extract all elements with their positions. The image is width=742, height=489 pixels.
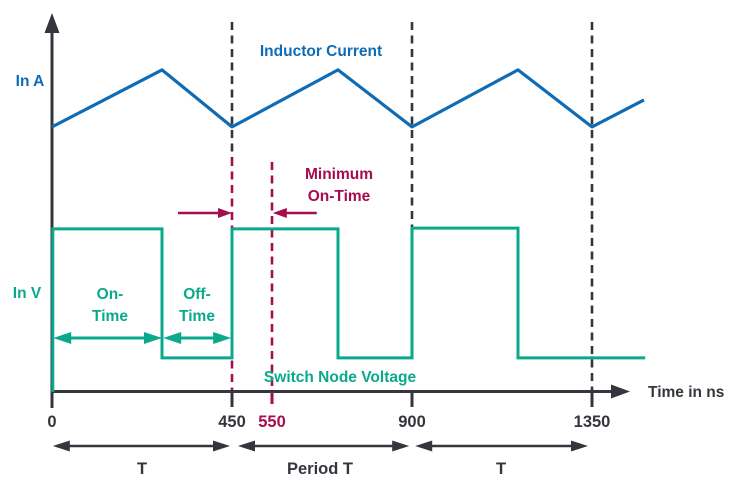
on-time-label-line2: Time bbox=[92, 308, 128, 325]
period-t-left-label: T bbox=[137, 460, 147, 478]
t-off-measure-left-arrowhead-icon bbox=[163, 332, 182, 344]
x-axis-title: Time in ns bbox=[648, 384, 724, 401]
x-tick-label-1350: 1350 bbox=[574, 413, 611, 431]
period-1-measure-left-arrowhead-icon bbox=[52, 440, 70, 452]
series-lines bbox=[51, 68, 646, 392]
measure-arrows bbox=[52, 208, 588, 452]
period-1-measure-right-arrowhead-icon bbox=[213, 440, 230, 452]
x-tick-label-0: 0 bbox=[47, 413, 56, 431]
period-2-measure-left-arrowhead-icon bbox=[238, 440, 255, 452]
x-tick-label-550: 550 bbox=[258, 413, 286, 431]
switch-node-voltage-label: Switch Node Voltage bbox=[264, 369, 417, 386]
t-on-measure-right-arrowhead-icon bbox=[144, 332, 162, 344]
min-on-time-left-pointer-arrowhead-icon bbox=[218, 208, 232, 218]
text-labels: In A Inductor Current Minimum On-Time In… bbox=[13, 43, 725, 478]
period-3-measure-left-arrowhead-icon bbox=[415, 440, 433, 452]
x-tick-marks bbox=[50, 392, 594, 407]
switch-node-voltage-line bbox=[51, 226, 646, 392]
inductor-current-line bbox=[51, 68, 645, 129]
y-axis-voltage-label: In V bbox=[13, 285, 42, 302]
period-t-right-label: T bbox=[496, 460, 506, 478]
inductor-current-label: Inductor Current bbox=[260, 43, 382, 60]
period-2-measure-right-arrowhead-icon bbox=[392, 440, 410, 452]
t-off-measure-right-arrowhead-icon bbox=[213, 332, 232, 344]
t-on-measure-left-arrowhead-icon bbox=[53, 332, 72, 344]
x-axis-arrowhead-icon bbox=[611, 384, 630, 399]
on-time-label-line1: On- bbox=[97, 286, 124, 303]
min-on-time-label-line2: On-Time bbox=[308, 188, 371, 205]
min-on-time-label-line1: Minimum bbox=[305, 166, 373, 183]
min-on-time-right-pointer-arrowhead-icon bbox=[272, 208, 287, 218]
x-tick-label-450: 450 bbox=[218, 413, 246, 431]
period-t-label: Period T bbox=[287, 460, 353, 478]
off-time-label-line1: Off- bbox=[183, 286, 211, 303]
x-tick-label-900: 900 bbox=[398, 413, 426, 431]
y-axis-current-label: In A bbox=[16, 73, 45, 90]
period-3-measure-right-arrowhead-icon bbox=[571, 440, 588, 452]
y-axis-arrowhead-icon bbox=[44, 13, 60, 33]
off-time-label-line2: Time bbox=[179, 308, 215, 325]
